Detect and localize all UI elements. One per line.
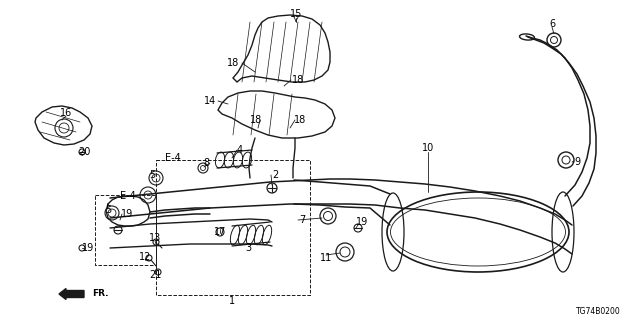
Text: 8: 8 [203, 158, 209, 168]
FancyArrow shape [59, 289, 84, 300]
Text: 17: 17 [214, 227, 226, 237]
Text: 18: 18 [250, 115, 262, 125]
Text: 21: 21 [149, 270, 161, 280]
Text: FR.: FR. [92, 290, 109, 299]
Text: 16: 16 [60, 108, 72, 118]
Text: 19: 19 [356, 217, 368, 227]
Text: E-4: E-4 [120, 191, 136, 201]
Text: 2: 2 [272, 170, 278, 180]
Text: 7: 7 [299, 215, 305, 225]
Text: 15: 15 [290, 9, 302, 19]
Text: 5: 5 [149, 170, 155, 180]
Text: 1: 1 [229, 296, 235, 306]
Text: 13: 13 [149, 233, 161, 243]
Text: 9: 9 [574, 157, 580, 167]
Text: 3: 3 [245, 243, 251, 253]
Text: 19: 19 [82, 243, 94, 253]
Text: 20: 20 [78, 147, 90, 157]
Text: 14: 14 [204, 96, 216, 106]
Text: TG74B0200: TG74B0200 [575, 308, 620, 316]
Text: 18: 18 [292, 75, 304, 85]
Text: 5: 5 [105, 205, 111, 215]
Text: 6: 6 [549, 19, 555, 29]
Text: 18: 18 [227, 58, 239, 68]
Text: 10: 10 [422, 143, 434, 153]
Text: E-4: E-4 [165, 153, 181, 163]
Text: 19: 19 [121, 209, 133, 219]
Text: 11: 11 [320, 253, 332, 263]
Text: 12: 12 [139, 252, 151, 262]
Text: 4: 4 [237, 145, 243, 155]
Text: 18: 18 [294, 115, 306, 125]
